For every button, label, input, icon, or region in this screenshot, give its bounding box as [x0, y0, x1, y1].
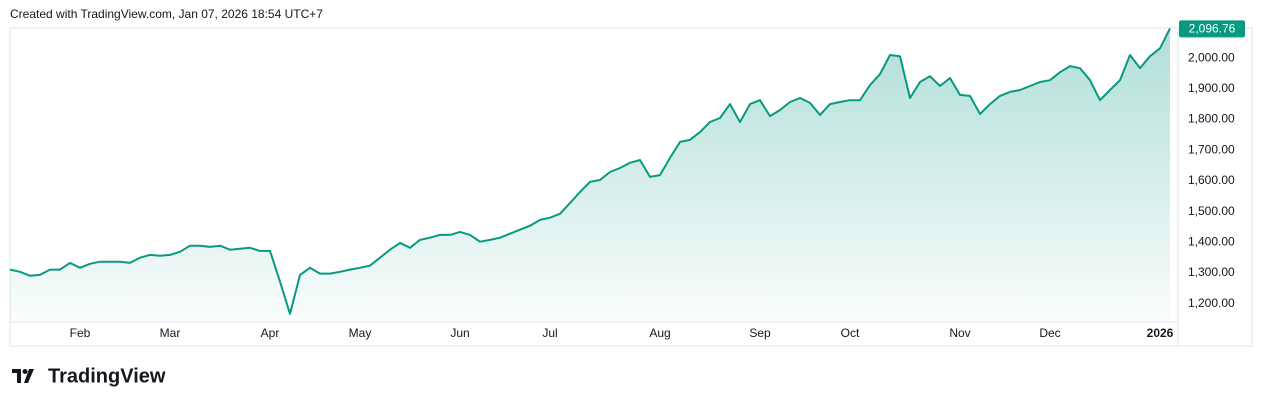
x-tick-label: Aug	[649, 326, 670, 340]
y-tick-label: 1,900.00	[1188, 81, 1235, 95]
x-tick-label: Jul	[542, 326, 557, 340]
chart-frame	[9, 27, 1253, 347]
x-tick-label: Jun	[450, 326, 469, 340]
logo	[12, 369, 34, 383]
y-tick-label: 1,300.00	[1188, 265, 1235, 279]
x-tick-label: Apr	[261, 326, 280, 340]
x-tick-label: May	[349, 326, 372, 340]
last-price-badge	[1179, 20, 1245, 38]
x-tick-label: Mar	[160, 326, 181, 340]
x-tick-label: Sep	[749, 326, 771, 340]
line	[9, 27, 1171, 315]
y-tick-label: 1,600.00	[1188, 173, 1235, 187]
x-tick-label: Nov	[949, 326, 970, 340]
y-tick-label: 1,500.00	[1188, 204, 1235, 218]
subtitle: Created with TradingView.com, Jan 07, 20…	[10, 7, 323, 21]
y-tick-label: 2,000.00	[1188, 50, 1235, 64]
x-tick-label: Oct	[841, 326, 860, 340]
brand: TradingView	[48, 365, 166, 387]
area	[10, 28, 1170, 323]
y-tick-label: 1,800.00	[1188, 112, 1235, 126]
x-tick-label: 2026	[1147, 326, 1174, 340]
y-tick-label: 1,400.00	[1188, 234, 1235, 248]
x-tick-label: Dec	[1039, 326, 1060, 340]
y-tick-label: 1,700.00	[1188, 142, 1235, 156]
y-tick-label: 1,200.00	[1188, 296, 1235, 310]
x-tick-label: Feb	[70, 326, 91, 340]
last-price-label: 2,096.76	[1189, 22, 1236, 36]
